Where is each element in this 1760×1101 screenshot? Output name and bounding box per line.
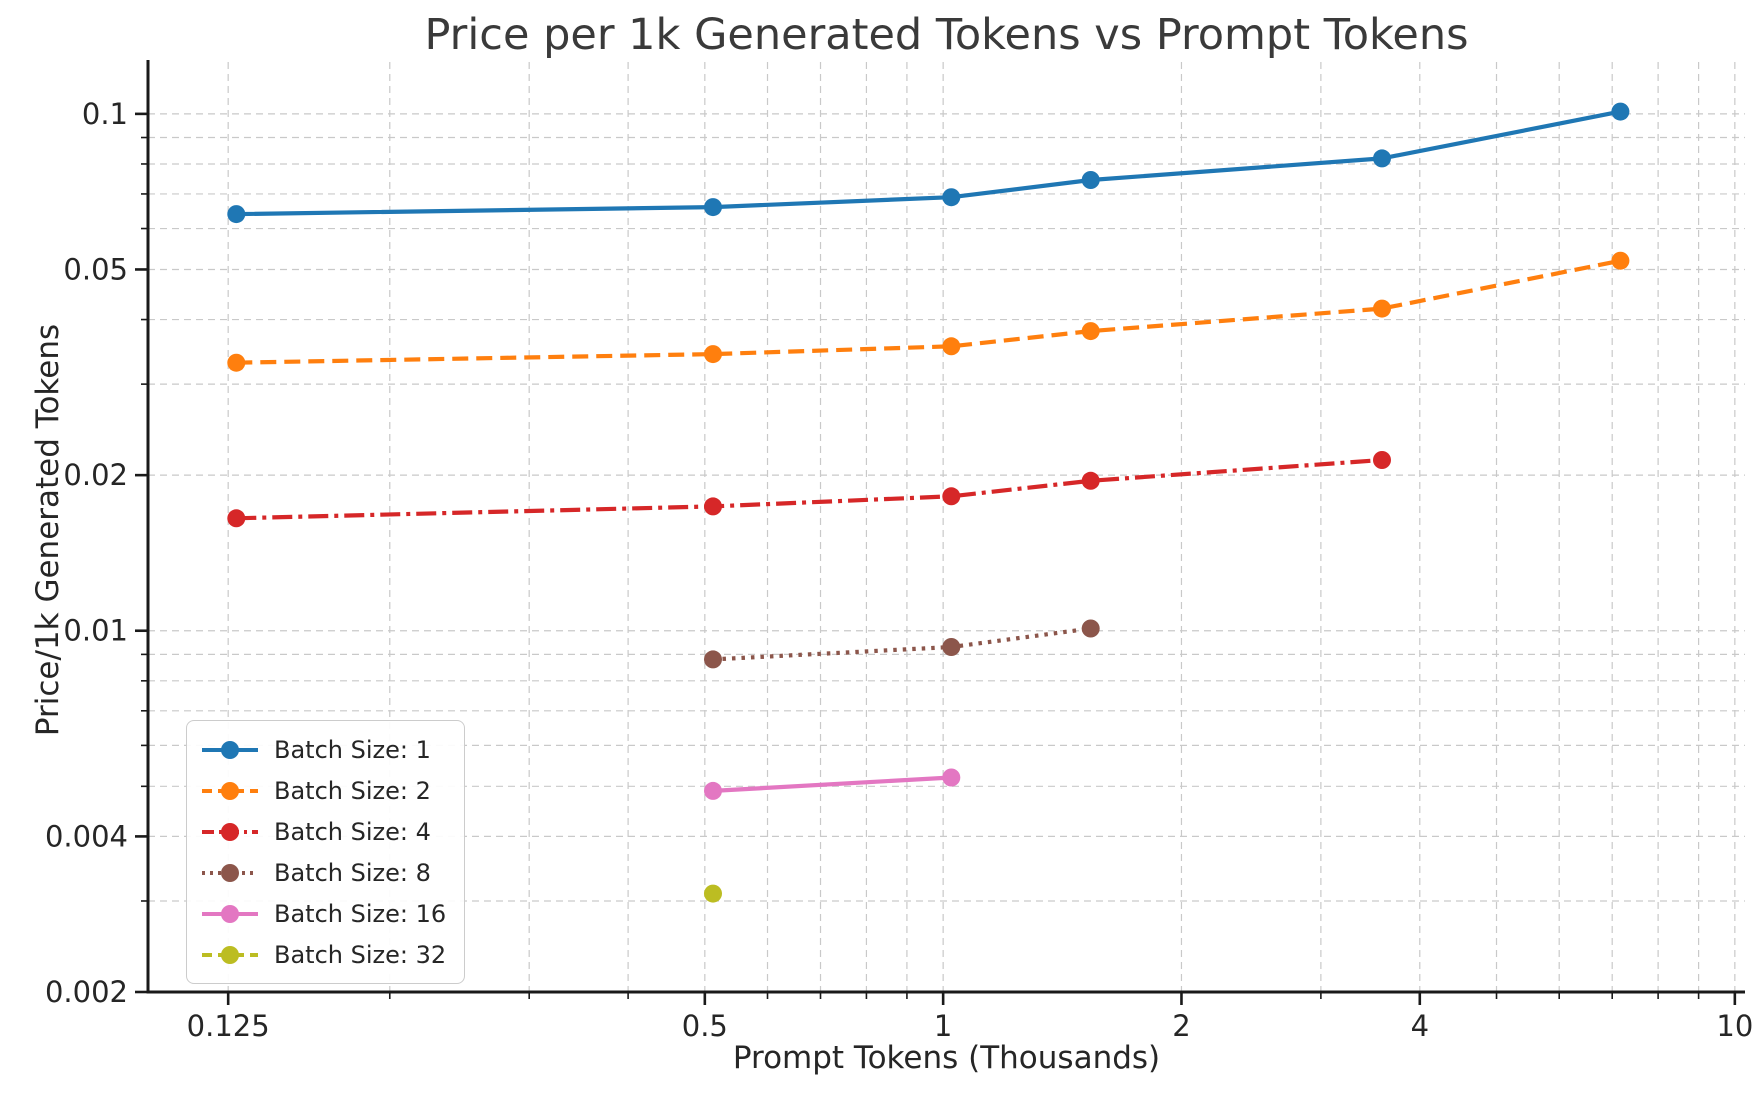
legend-item: Batch Size: 2 <box>201 770 446 811</box>
y-tick-label: 0.004 <box>45 819 128 853</box>
data-point-batch-size-16 <box>704 781 722 800</box>
legend-item: Batch Size: 8 <box>201 852 446 893</box>
data-point-batch-size-1 <box>1081 171 1100 189</box>
series-line-batch-size-2 <box>236 258 1621 365</box>
series-batch-size-16 <box>704 768 961 800</box>
tick-marks <box>135 112 1737 1005</box>
legend-item: Batch Size: 1 <box>201 729 446 770</box>
legend-line-sample <box>202 945 258 964</box>
data-point-batch-size-1 <box>227 205 246 224</box>
series-batch-size-32 <box>704 884 722 903</box>
data-point-batch-size-8 <box>704 650 722 669</box>
series-line-batch-size-1 <box>236 109 1621 217</box>
series-batch-size-4 <box>227 451 1391 528</box>
legend-item: Batch Size: 4 <box>201 811 446 852</box>
x-tick-label: 1 <box>934 1009 952 1043</box>
data-point-batch-size-16 <box>942 768 961 787</box>
legend-item: Batch Size: 32 <box>201 934 446 975</box>
legend-marker <box>221 863 239 882</box>
y-tick-label: 0.02 <box>63 458 128 492</box>
data-point-batch-size-2 <box>1611 251 1630 270</box>
legend-marker <box>221 740 239 759</box>
axes-spines <box>146 60 1745 994</box>
legend-line-sample <box>202 822 258 841</box>
y-tick-label: 0.01 <box>63 614 128 648</box>
chart-title: Price per 1k Generated Tokens vs Prompt … <box>424 10 1469 60</box>
data-point-batch-size-8 <box>942 638 961 656</box>
data-point-batch-size-1 <box>942 188 961 207</box>
data-point-batch-size-4 <box>1081 471 1100 490</box>
data-point-batch-size-2 <box>227 353 246 372</box>
data-point-batch-size-8 <box>1081 619 1100 638</box>
legend-label: Batch Size: 16 <box>274 899 447 928</box>
legend-label: Batch Size: 4 <box>274 817 431 846</box>
legend-marker <box>221 945 239 964</box>
data-point-batch-size-32 <box>704 884 722 903</box>
data-point-batch-size-4 <box>704 497 722 516</box>
series-line-batch-size-16 <box>712 775 952 793</box>
data-point-batch-size-2 <box>704 345 722 364</box>
legend-item: Batch Size: 16 <box>201 893 446 934</box>
series-batch-size-2 <box>227 251 1630 372</box>
x-tick-label: 10 <box>1716 1009 1753 1043</box>
series-line-batch-size-8 <box>712 626 1091 662</box>
legend-line-sample <box>202 863 258 882</box>
y-tick-label: 0.05 <box>63 252 128 286</box>
data-point-batch-size-2 <box>1373 299 1391 318</box>
tick-labels: 0.125 0.5 1 2 4 10 0.002 0.004 0.01 0.02 0.05 0.1 <box>45 97 1753 1043</box>
legend-label: Batch Size: 32 <box>274 940 447 969</box>
legend-line-sample <box>202 781 258 800</box>
data-point-batch-size-2 <box>942 337 961 356</box>
data-point-batch-size-2 <box>1081 322 1100 341</box>
legend-marker <box>221 781 239 800</box>
legend-label: Batch Size: 1 <box>274 735 431 764</box>
y-tick-label: 0.1 <box>82 97 128 131</box>
legend-line-sample <box>202 740 258 759</box>
series-line-batch-size-4 <box>236 457 1383 521</box>
data-point-batch-size-1 <box>1611 102 1630 121</box>
series-batch-size-1 <box>227 102 1630 224</box>
legend-label: Batch Size: 8 <box>274 858 431 887</box>
data-point-batch-size-4 <box>227 509 246 528</box>
legend-label: Batch Size: 2 <box>274 776 431 805</box>
x-tick-label: 2 <box>1172 1009 1190 1043</box>
y-axis-label: Price/1k Generated Tokens <box>30 323 66 737</box>
x-tick-label: 4 <box>1411 1009 1429 1043</box>
legend-line-sample <box>202 904 258 923</box>
x-tick-label: 0.5 <box>682 1009 728 1043</box>
x-tick-label: 0.125 <box>187 1009 270 1043</box>
data-point-batch-size-1 <box>704 198 722 217</box>
legend-marker <box>221 904 239 923</box>
data-point-batch-size-4 <box>942 487 961 506</box>
data-point-batch-size-1 <box>1373 149 1391 168</box>
legend: Batch Size: 1 Batch Size: 2 Batch Size: 4 B… <box>186 720 466 984</box>
legend-marker <box>221 822 239 841</box>
data-point-batch-size-4 <box>1373 451 1391 469</box>
y-tick-label: 0.002 <box>45 975 128 1009</box>
series-batch-size-8 <box>704 619 1100 669</box>
x-axis-label: Prompt Tokens (Thousands) <box>732 1040 1161 1076</box>
